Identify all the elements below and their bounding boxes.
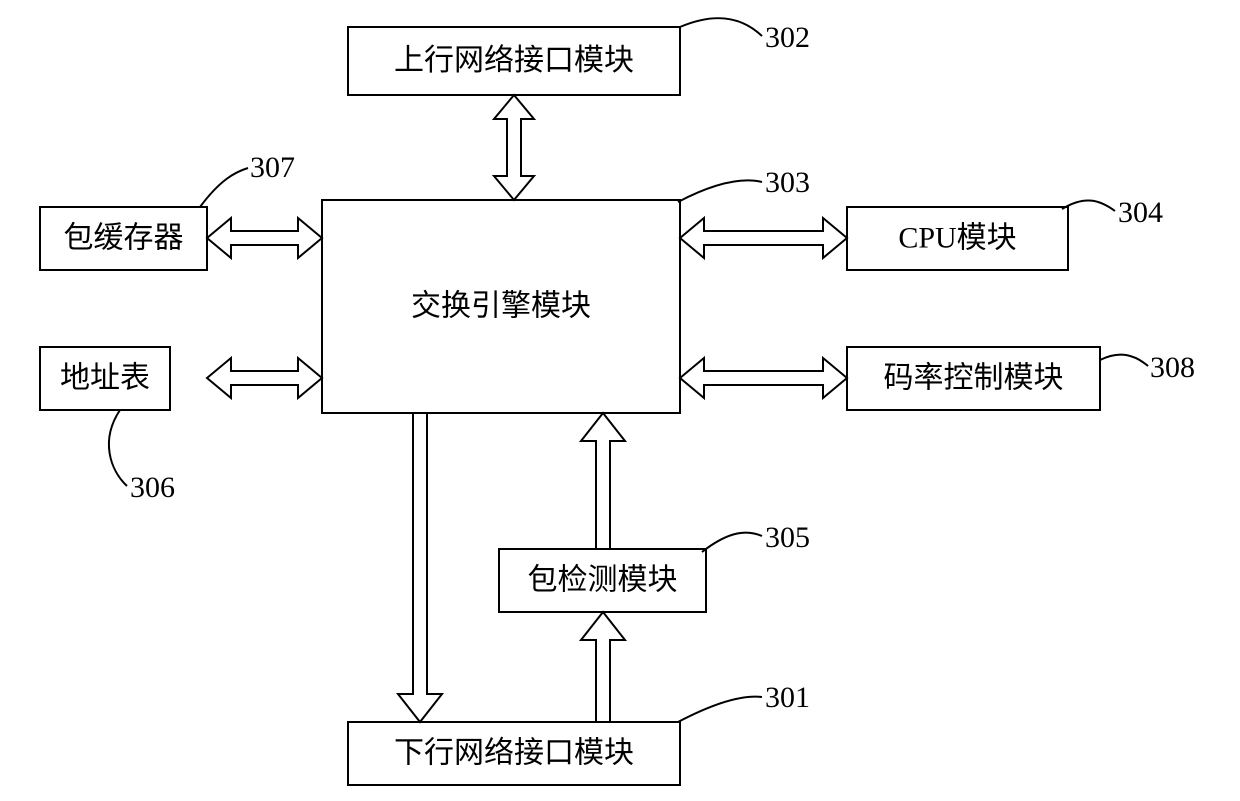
leader-305 (702, 533, 762, 552)
node-303: 交换引擎模块 (322, 200, 680, 413)
ref-301: 301 (765, 681, 810, 714)
node-301-label: 下行网络接口模块 (394, 736, 634, 769)
node-308-label: 码率控制模块 (884, 361, 1064, 394)
block-diagram: 上行网络接口模块交换引擎模块 包缓存器地址表 CPU模块码率控制模块包检测模块下行网… (0, 0, 1240, 801)
ref-303: 303 (765, 166, 810, 199)
arrow-a303-304 (680, 218, 847, 258)
node-304: CPU模块 (847, 207, 1068, 270)
ref-306: 306 (130, 471, 175, 504)
leader-304 (1062, 200, 1115, 211)
arrow-a301-305-up (581, 612, 625, 722)
node-303-label: 交换引擎模块 (411, 289, 591, 322)
node-308: 码率控制模块 (847, 347, 1100, 410)
arrow-a307-303 (207, 218, 322, 258)
node-306: 地址表 (40, 347, 170, 410)
arrow-a306-303 (207, 358, 322, 398)
node-307: 包缓存器 (40, 207, 207, 270)
ref-304: 304 (1118, 196, 1163, 229)
node-304-label: CPU模块 (898, 221, 1016, 254)
ref-305: 305 (765, 521, 810, 554)
node-302: 上行网络接口模块 (348, 27, 680, 95)
arrow-a303-301-down (398, 413, 442, 722)
ref-308: 308 (1150, 351, 1195, 384)
ref-302: 302 (765, 21, 810, 54)
node-301: 下行网络接口模块 (348, 722, 680, 785)
leader-308 (1100, 355, 1148, 366)
node-307-label: 包缓存器 (64, 221, 184, 254)
arrow-a303-308 (680, 358, 847, 398)
leader-306 (109, 410, 127, 486)
ref-307: 307 (250, 151, 295, 184)
leader-302 (680, 18, 762, 36)
leader-307 (200, 168, 248, 207)
arrow-a305-303-up (581, 413, 625, 549)
node-305-label: 包检测模块 (528, 563, 678, 596)
arrow-a302-303 (494, 95, 534, 200)
node-302-label: 上行网络接口模块 (394, 44, 634, 77)
leader-301 (678, 697, 762, 722)
node-305: 包检测模块 (499, 549, 706, 612)
node-306-label: 地址表 (60, 361, 150, 394)
leader-303 (678, 180, 762, 202)
